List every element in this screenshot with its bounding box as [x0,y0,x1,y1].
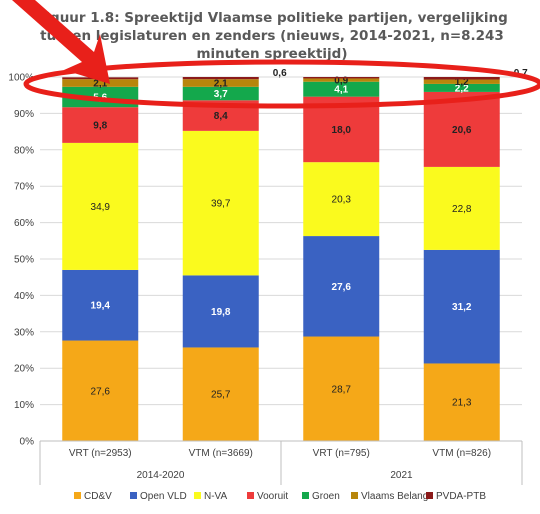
legend-label: CD&V [84,491,112,502]
annotation-ellipse [23,59,540,109]
legend-label: Vlaams Belang [361,491,428,502]
bar-segment [303,81,380,97]
chart-title-line-2: tussen legislaturen en zenders (nieuws, … [40,28,504,44]
y-tick-label: 80% [14,145,34,156]
y-tick-label: 0% [20,437,35,448]
data-label: 18,0 [332,125,352,136]
legend-label: Vooruit [257,491,288,502]
data-label: 28,7 [332,384,352,395]
legend-item: CD&V [74,491,112,502]
bar-segment [423,83,500,92]
annotation [12,0,540,109]
data-label: 2,1 [93,79,107,90]
bar-segment [182,86,259,101]
bar-segment [423,79,500,84]
y-tick-label: 20% [14,364,34,375]
data-label: 2,2 [455,83,469,94]
data-label: 39,7 [211,199,231,210]
bar-segment [303,236,380,337]
legend-label: PVDA-PTB [436,491,486,502]
bar-segment [182,130,259,276]
data-label: 27,6 [332,282,352,293]
legend-item: Vooruit [247,491,288,502]
y-tick-label: 40% [14,291,34,302]
bar-segment [303,336,380,441]
bar-segment [423,363,500,441]
x-group-label: 2021 [390,470,413,481]
chart-title-line-3: minuten spreektijd) [196,46,347,62]
chart-title: Figuur 1.8: Spreektijd Vlaamse politieke… [36,10,508,62]
bar-segment [423,249,500,364]
data-label: 20,6 [452,125,472,136]
legend-swatch [74,492,81,499]
data-label: 21,3 [452,398,472,409]
legend-label: Open VLD [140,491,187,502]
data-label: 1,2 [455,77,469,88]
data-label: 31,2 [452,302,472,313]
legend-swatch [426,492,433,499]
data-label: 2,1 [214,79,228,90]
y-tick-label: 100% [8,73,34,84]
x-tick-label: VTM (n=826) [432,448,491,459]
y-tick-label: 50% [14,255,34,266]
legend-swatch [247,492,254,499]
x-tick-label: VTM (n=3669) [189,448,253,459]
data-label: 20,3 [332,195,352,206]
bar-segment [423,77,500,80]
bar-segment [303,77,380,79]
legend-item: Groen [302,491,340,502]
chart-title-line-1: Figuur 1.8: Spreektijd Vlaamse politieke… [36,10,508,26]
x-tick-label: VRT (n=2953) [69,448,132,459]
legend-item: PVDA-PTB [426,491,486,502]
data-label: 34,9 [91,202,111,213]
data-label: 9,8 [93,121,107,132]
data-label: 8,4 [214,111,228,122]
legend-item: N-VA [194,491,227,502]
annotation-arrow [12,0,110,84]
y-tick-label: 90% [14,109,34,120]
data-label: 22,8 [452,204,472,215]
bar-segment [303,78,380,82]
x-axis: VRT (n=2953) VTM (n=3669) VRT (n=795) VTM (… [39,440,523,485]
legend-item: Vlaams Belang [351,491,428,502]
bar-segment [303,162,380,237]
data-label: 19,4 [91,301,111,312]
legend-item: Open VLD [130,491,187,502]
data-label: 19,8 [211,307,231,318]
legend-swatch [194,492,201,499]
y-tick-label: 70% [14,182,34,193]
bar-segment [62,142,139,270]
legend: CD&V Open VLD N-VA Vooruit Groen Vlaams Belan… [74,491,486,502]
bar-segment [423,91,500,167]
x-tick-label: VRT (n=795) [313,448,370,459]
data-label: 4,1 [334,85,348,96]
bar-segment [423,166,500,250]
bar-segment [182,347,259,441]
bar-segment [62,79,139,87]
bar-segment [62,269,139,341]
data-label: 3,7 [214,89,228,100]
legend-label: Groen [312,491,340,502]
legend-swatch [302,492,309,499]
y-tick-label: 10% [14,400,34,411]
bar-segment [182,79,259,87]
y-tick-label: 30% [14,327,34,338]
bar-segment [182,275,259,348]
bars: 27,619,434,99,85,62,125,719,839,78,43,72… [62,68,528,441]
legend-swatch [130,492,137,499]
data-label: 0,9 [334,76,348,87]
bar-segment [182,77,259,80]
data-label: 27,6 [91,386,111,397]
data-label: 0,6 [273,68,287,79]
x-group-label: 2014-2020 [137,470,185,481]
y-axis: 0% 10% 20% 30% 40% 50% 60% 70% 80% 90% 100% [8,73,34,448]
y-tick-label: 60% [14,218,34,229]
data-label: 25,7 [211,390,231,401]
bar-segment [62,340,139,441]
bar-segment [62,107,139,143]
legend-label: N-VA [204,491,227,502]
legend-swatch [351,492,358,499]
